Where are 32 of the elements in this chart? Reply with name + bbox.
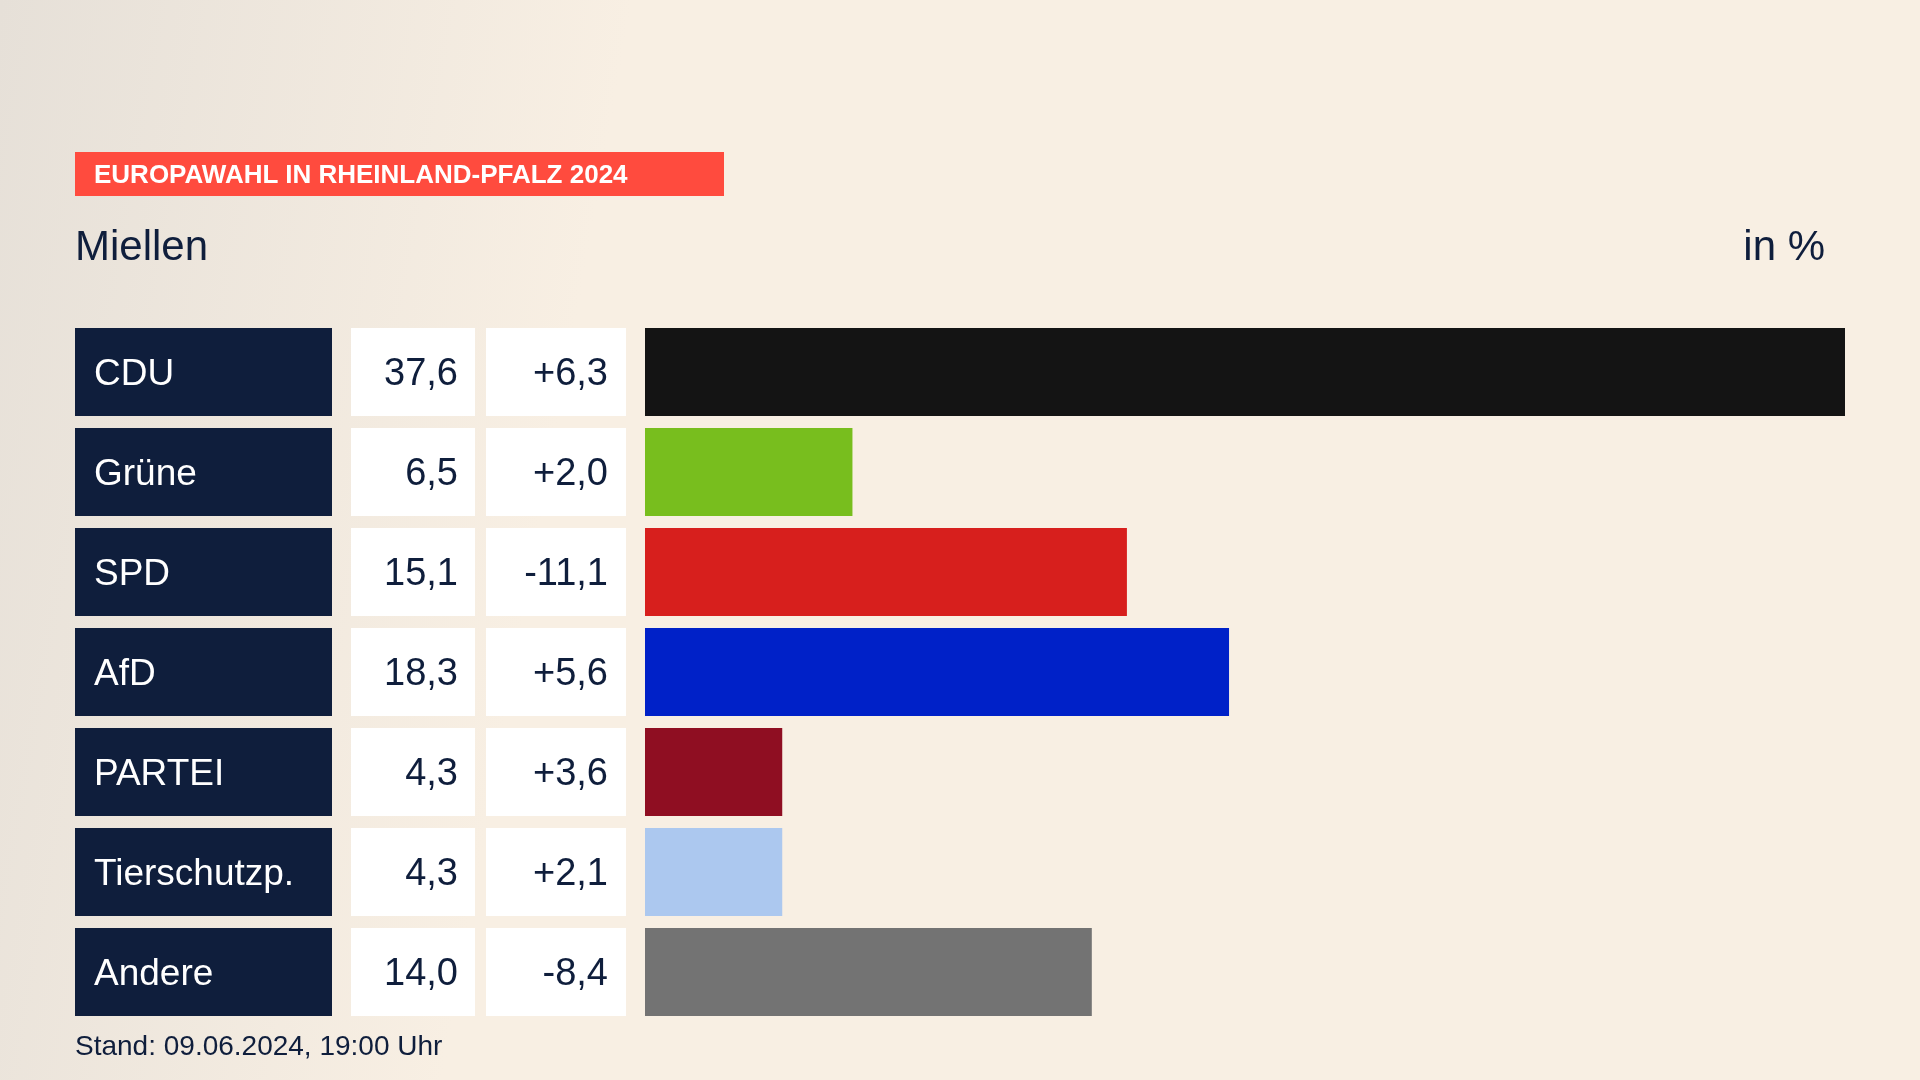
data-label: 14,0 xyxy=(384,951,458,993)
bar xyxy=(645,628,1230,716)
data-label: 4,3 xyxy=(405,851,458,893)
bar xyxy=(645,728,783,816)
text: Miellen xyxy=(75,222,209,270)
y-tick-label: AfD xyxy=(94,652,156,693)
bar xyxy=(645,528,1127,616)
data-label: 37,6 xyxy=(384,351,458,393)
text: +2,0 xyxy=(532,451,608,493)
bar xyxy=(645,928,1092,1016)
bar xyxy=(645,828,783,916)
data-label: 15,1 xyxy=(384,551,458,593)
data-label: 18,3 xyxy=(384,651,458,693)
data-label: 4,3 xyxy=(405,751,458,793)
y-tick-label: Tierschutzp. xyxy=(94,852,295,893)
text: in % xyxy=(1743,222,1825,270)
y-tick-label: PARTEI xyxy=(94,752,225,793)
y-tick-label: CDU xyxy=(94,352,175,393)
y-tick-label: Andere xyxy=(94,952,214,993)
text: -11,1 xyxy=(524,551,608,593)
text: +2,1 xyxy=(532,851,608,893)
y-tick-label: SPD xyxy=(94,552,171,593)
text: Stand: 09.06.2024, 19:00 Uhr xyxy=(75,1030,443,1062)
text: +3,6 xyxy=(532,751,608,793)
bar xyxy=(645,328,1845,416)
text: +5,6 xyxy=(532,651,608,693)
text: +6,3 xyxy=(532,351,608,393)
data-label: 6,5 xyxy=(405,451,458,493)
text: EUROPAWAHL IN RHEINLAND-PFALZ 2024 xyxy=(75,152,724,196)
text: -8,4 xyxy=(542,951,608,993)
bar xyxy=(645,428,853,516)
y-tick-label: Grüne xyxy=(94,452,197,493)
